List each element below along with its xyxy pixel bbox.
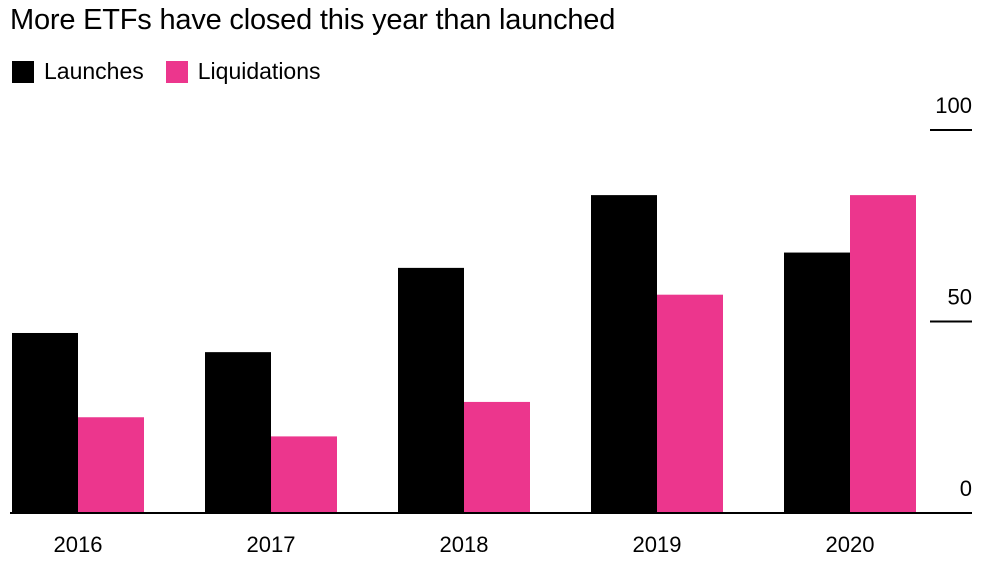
y-tick-label-100: 100: [935, 93, 972, 118]
x-tick-label-2016: 2016: [54, 532, 103, 557]
y-tick-label-50: 50: [948, 285, 972, 310]
bar-liquidations-2019: [657, 294, 723, 513]
bar-launches-2017: [205, 352, 271, 513]
x-tick-label-2017: 2017: [247, 532, 296, 557]
bar-liquidations-2016: [78, 417, 144, 513]
bar-liquidations-2018: [464, 401, 530, 513]
bar-launches-2019: [591, 195, 657, 514]
legend: Launches Liquidations: [12, 58, 343, 85]
legend-swatch-liquidations: [165, 60, 188, 83]
x-tick-label-2020: 2020: [826, 532, 875, 557]
legend-label-launches: Launches: [44, 58, 144, 84]
x-tick-label-2019: 2019: [633, 532, 682, 557]
y-tick-label-0: 0: [960, 476, 972, 501]
bar-launches-2016: [12, 332, 78, 513]
bar-launches-2018: [398, 267, 464, 513]
legend-label-liquidations: Liquidations: [197, 58, 321, 84]
bar-liquidations-2020: [850, 195, 916, 514]
legend-swatch-launches: [12, 60, 34, 83]
bar-launches-2020: [784, 252, 850, 513]
x-tick-label-2018: 2018: [440, 532, 489, 557]
bar-liquidations-2017: [271, 436, 337, 513]
legend-item-launches: Launches: [12, 58, 144, 85]
chart-title: More ETFs have closed this year than lau…: [10, 4, 616, 36]
legend-item-liquidations: Liquidations: [165, 58, 321, 85]
